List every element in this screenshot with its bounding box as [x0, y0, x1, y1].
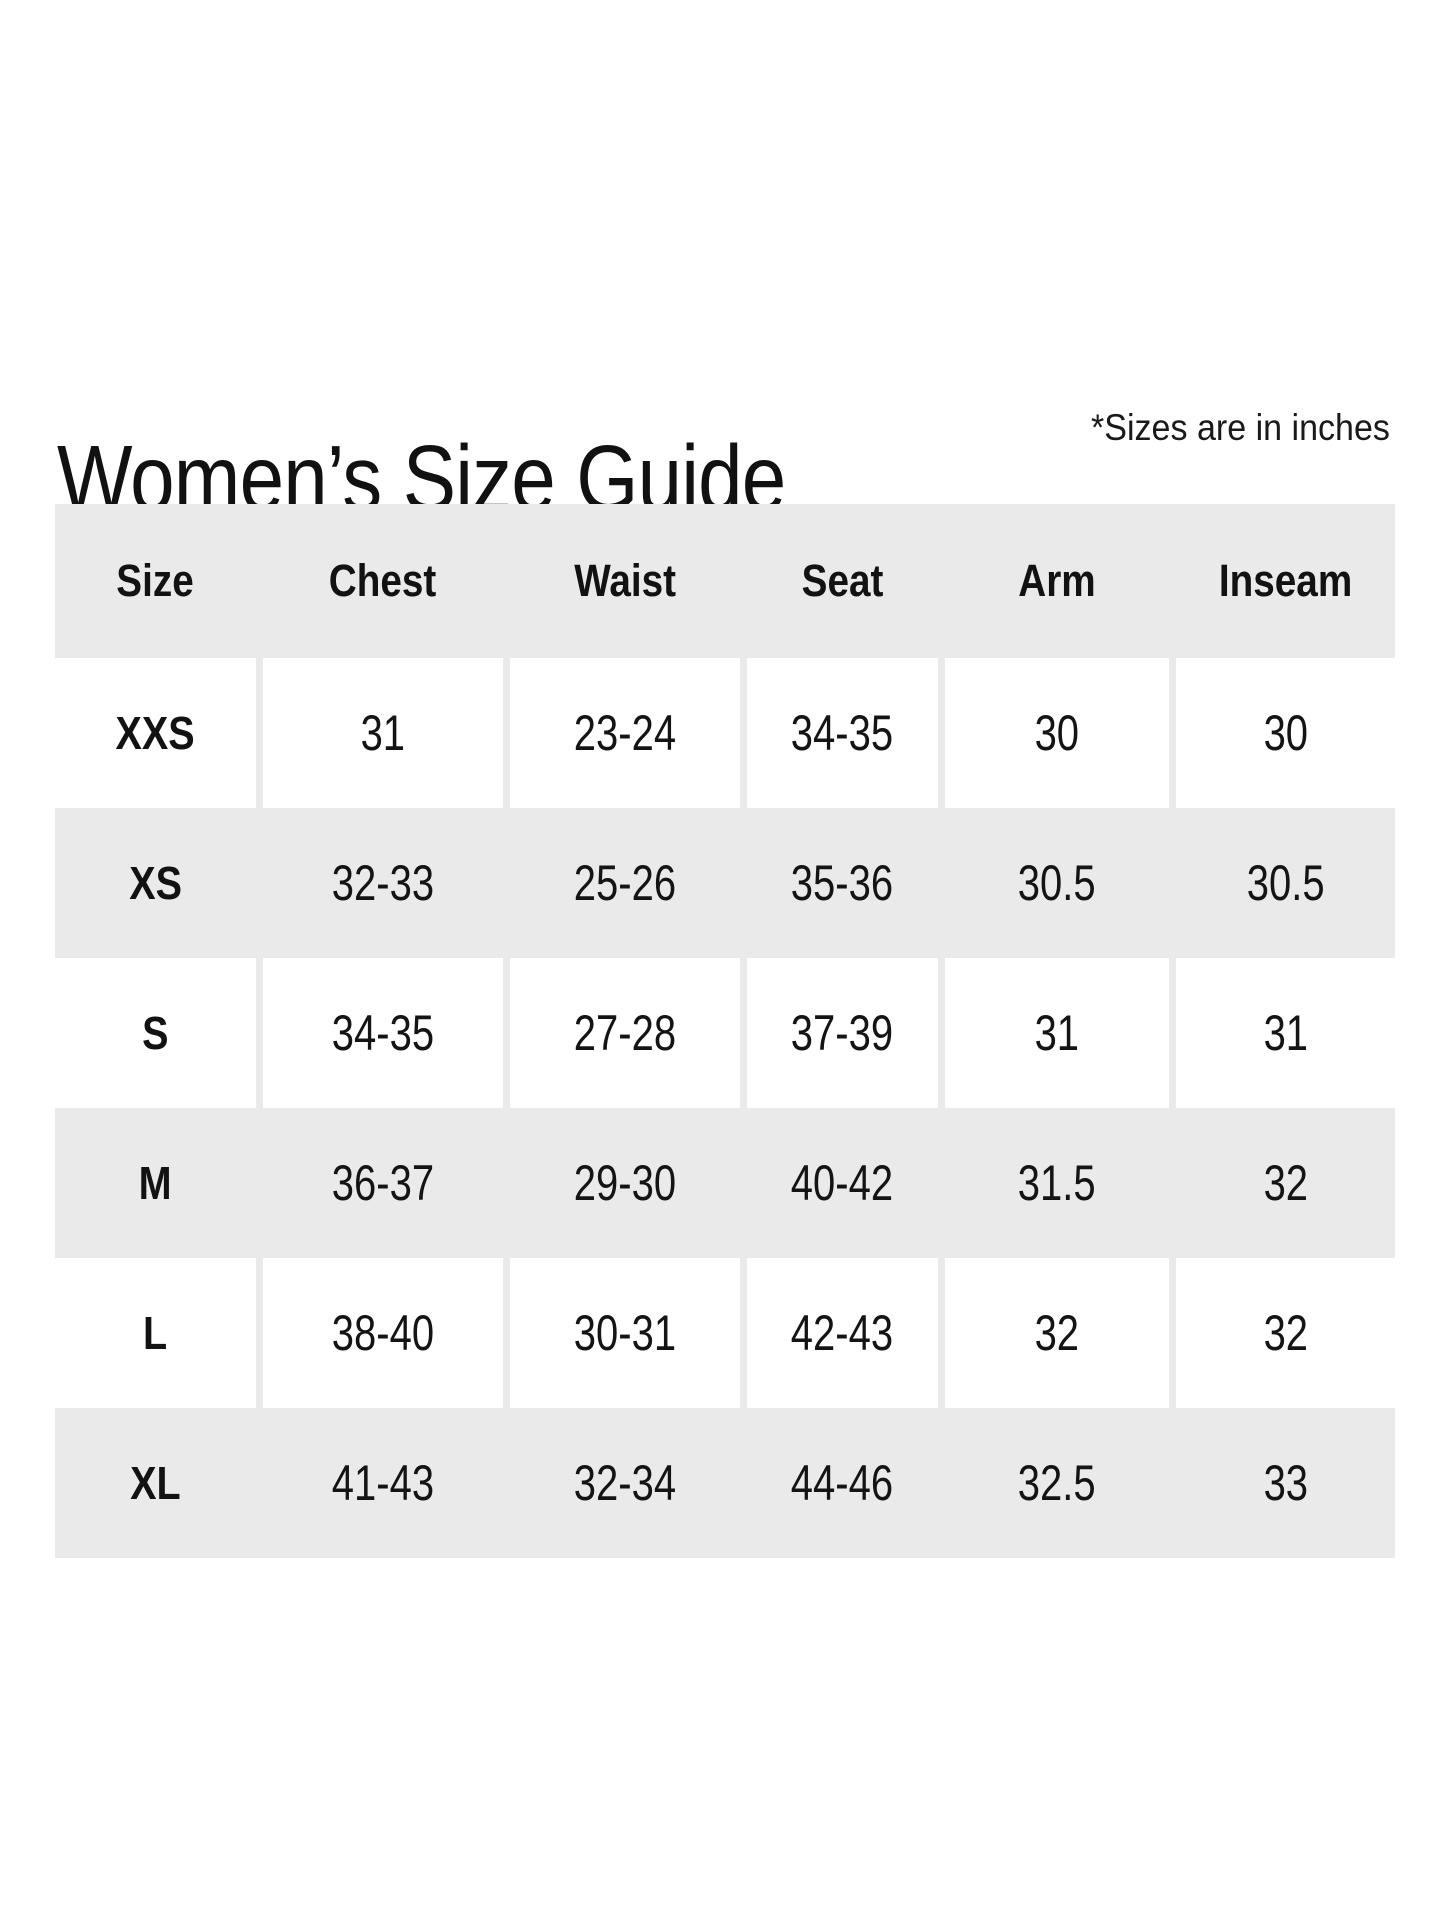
table-row-s: S 34-35 27-28 37-39 31 31 [55, 958, 1395, 1108]
chest-value: 31 [360, 705, 406, 761]
cell-inseam: 32 [1175, 1258, 1395, 1408]
header-cell-chest: Chest [263, 504, 504, 658]
cell-waist: 23-24 [510, 658, 740, 808]
cell-inseam: 32 [1176, 1108, 1395, 1258]
header-cell-inseam: Inseam [1176, 504, 1395, 658]
table-row-xl: XL 41-43 32-34 44-46 32.5 33 [55, 1408, 1395, 1558]
chest-value: 41-43 [331, 1455, 435, 1511]
table-header-row: Size Chest Waist Seat Arm Inseam [55, 504, 1395, 658]
header-label-chest: Chest [329, 555, 437, 606]
inseam-value: 31 [1263, 1005, 1308, 1061]
cell-seat: 37-39 [747, 958, 938, 1108]
chest-value: 36-37 [331, 1155, 435, 1211]
header-label-size: Size [116, 555, 195, 606]
cell-chest: 38-40 [262, 1258, 504, 1408]
size-guide-table: Size Chest Waist Seat Arm Inseam XXS 31 … [55, 504, 1395, 1558]
cell-inseam: 30.5 [1176, 808, 1395, 958]
waist-value: 30-31 [573, 1305, 677, 1361]
cell-waist: 32-34 [510, 1408, 740, 1558]
cell-inseam: 33 [1176, 1408, 1395, 1558]
seat-value: 37-39 [791, 1005, 894, 1061]
units-note-text: *Sizes are in inches [1091, 407, 1390, 448]
cell-size: M [55, 1108, 256, 1258]
size-label: M [138, 1157, 172, 1209]
seat-value: 34-35 [791, 705, 894, 761]
chest-value: 32-33 [331, 855, 435, 911]
table-row-m: M 36-37 29-30 40-42 31.5 32 [55, 1108, 1395, 1258]
size-label: XXS [115, 707, 195, 759]
size-label: S [142, 1007, 169, 1059]
cell-waist: 29-30 [510, 1108, 740, 1258]
cell-chest: 32-33 [263, 808, 504, 958]
waist-value: 23-24 [573, 705, 677, 761]
cell-arm: 31.5 [945, 1108, 1169, 1258]
header-label-waist: Waist [574, 555, 676, 606]
arm-value: 30.5 [1017, 855, 1096, 911]
size-label: L [143, 1307, 168, 1359]
cell-size: L [55, 1258, 256, 1408]
header-label-arm: Arm [1018, 555, 1096, 606]
cell-arm: 30 [944, 658, 1169, 808]
cell-inseam: 30 [1175, 658, 1395, 808]
seat-value: 40-42 [791, 1155, 894, 1211]
seat-value: 44-46 [791, 1455, 894, 1511]
seat-value: 35-36 [791, 855, 894, 911]
header-cell-seat: Seat [747, 504, 938, 658]
cell-waist: 27-28 [510, 958, 740, 1108]
cell-arm: 32.5 [945, 1408, 1169, 1558]
chest-value: 38-40 [331, 1305, 435, 1361]
cell-chest: 41-43 [263, 1408, 504, 1558]
chest-value: 34-35 [331, 1005, 435, 1061]
cell-seat: 44-46 [747, 1408, 938, 1558]
cell-size: XS [55, 808, 256, 958]
table-row-xxs: XXS 31 23-24 34-35 30 30 [55, 658, 1395, 808]
cell-seat: 34-35 [747, 658, 938, 808]
cell-arm: 30.5 [945, 808, 1169, 958]
size-label: XS [128, 857, 182, 909]
header-label-inseam: Inseam [1218, 555, 1353, 606]
inseam-value: 30.5 [1246, 855, 1325, 911]
cell-chest: 31 [262, 658, 504, 808]
waist-value: 25-26 [573, 855, 677, 911]
cell-waist: 30-31 [510, 1258, 740, 1408]
cell-waist: 25-26 [510, 808, 740, 958]
cell-seat: 40-42 [747, 1108, 938, 1258]
arm-value: 32.5 [1017, 1455, 1096, 1511]
cell-arm: 31 [944, 958, 1169, 1108]
size-label: XL [130, 1457, 181, 1509]
inseam-value: 32 [1263, 1155, 1308, 1211]
cell-seat: 42-43 [747, 1258, 938, 1408]
cell-arm: 32 [944, 1258, 1169, 1408]
cell-chest: 36-37 [263, 1108, 504, 1258]
arm-value: 30 [1034, 705, 1080, 761]
cell-size: S [55, 958, 256, 1108]
inseam-value: 33 [1263, 1455, 1308, 1511]
waist-value: 29-30 [573, 1155, 677, 1211]
cell-size: XXS [55, 658, 256, 808]
cell-seat: 35-36 [747, 808, 938, 958]
header-cell-arm: Arm [945, 504, 1169, 658]
waist-value: 27-28 [573, 1005, 677, 1061]
inseam-value: 32 [1263, 1305, 1308, 1361]
inseam-value: 30 [1263, 705, 1308, 761]
arm-value: 32 [1034, 1305, 1080, 1361]
units-note: *Sizes are in inches [1065, 407, 1390, 449]
waist-value: 32-34 [573, 1455, 677, 1511]
header-cell-size: Size [55, 504, 256, 658]
header-label-seat: Seat [801, 555, 884, 606]
table-row-xs: XS 32-33 25-26 35-36 30.5 30.5 [55, 808, 1395, 958]
cell-inseam: 31 [1175, 958, 1395, 1108]
arm-value: 31 [1034, 1005, 1080, 1061]
arm-value: 31.5 [1017, 1155, 1096, 1211]
table-row-l: L 38-40 30-31 42-43 32 32 [55, 1258, 1395, 1408]
cell-chest: 34-35 [262, 958, 504, 1108]
header-cell-waist: Waist [510, 504, 740, 658]
seat-value: 42-43 [791, 1305, 894, 1361]
cell-size: XL [55, 1408, 256, 1558]
